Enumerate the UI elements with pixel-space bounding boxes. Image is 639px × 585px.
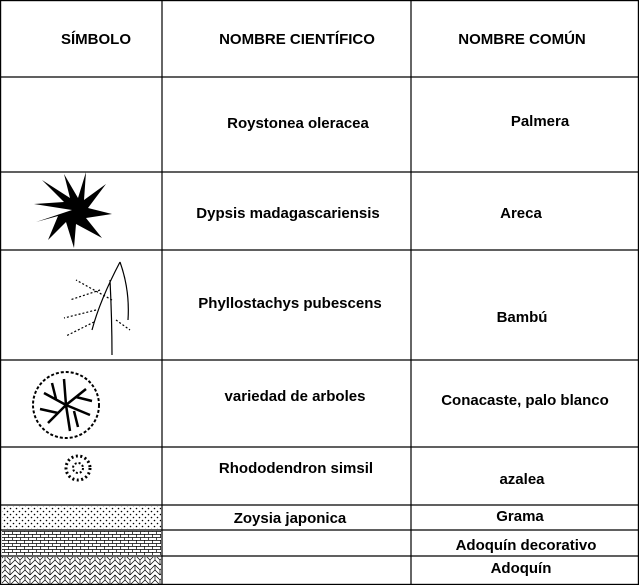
common-name: Areca xyxy=(500,205,542,222)
paver-pattern xyxy=(2,531,161,555)
scientific-name: Rhododendron simsil xyxy=(219,460,373,477)
common-name: Conacaste, palo blanco xyxy=(441,392,609,409)
common-name: Bambú xyxy=(497,309,548,326)
common-name: azalea xyxy=(499,471,545,488)
grass-pattern xyxy=(2,506,161,529)
header-common: NOMBRE COMÚN xyxy=(458,30,586,48)
areca-symbol xyxy=(34,172,112,248)
bamboo-symbol xyxy=(63,261,131,356)
header-scientific: NOMBRE CIENTÍFICO xyxy=(219,31,375,48)
azalea-symbol xyxy=(64,454,92,482)
common-name: Adoquín xyxy=(491,560,552,577)
common-name: Adoquín decorativo xyxy=(456,537,597,554)
scientific-name: variedad de arboles xyxy=(225,388,366,405)
header-symbol: SÍMBOLO xyxy=(61,31,131,48)
scientific-name: Phyllostachys pubescens xyxy=(198,295,381,312)
scientific-name: Dypsis madagascariensis xyxy=(196,205,379,222)
common-name: Palmera xyxy=(511,113,570,130)
common-name: Grama xyxy=(496,508,544,525)
herringbone-pattern xyxy=(2,557,161,584)
scientific-name: Zoysia japonica xyxy=(234,510,347,527)
tree-symbol xyxy=(32,371,100,439)
scientific-name: Roystonea oleracea xyxy=(227,115,369,132)
